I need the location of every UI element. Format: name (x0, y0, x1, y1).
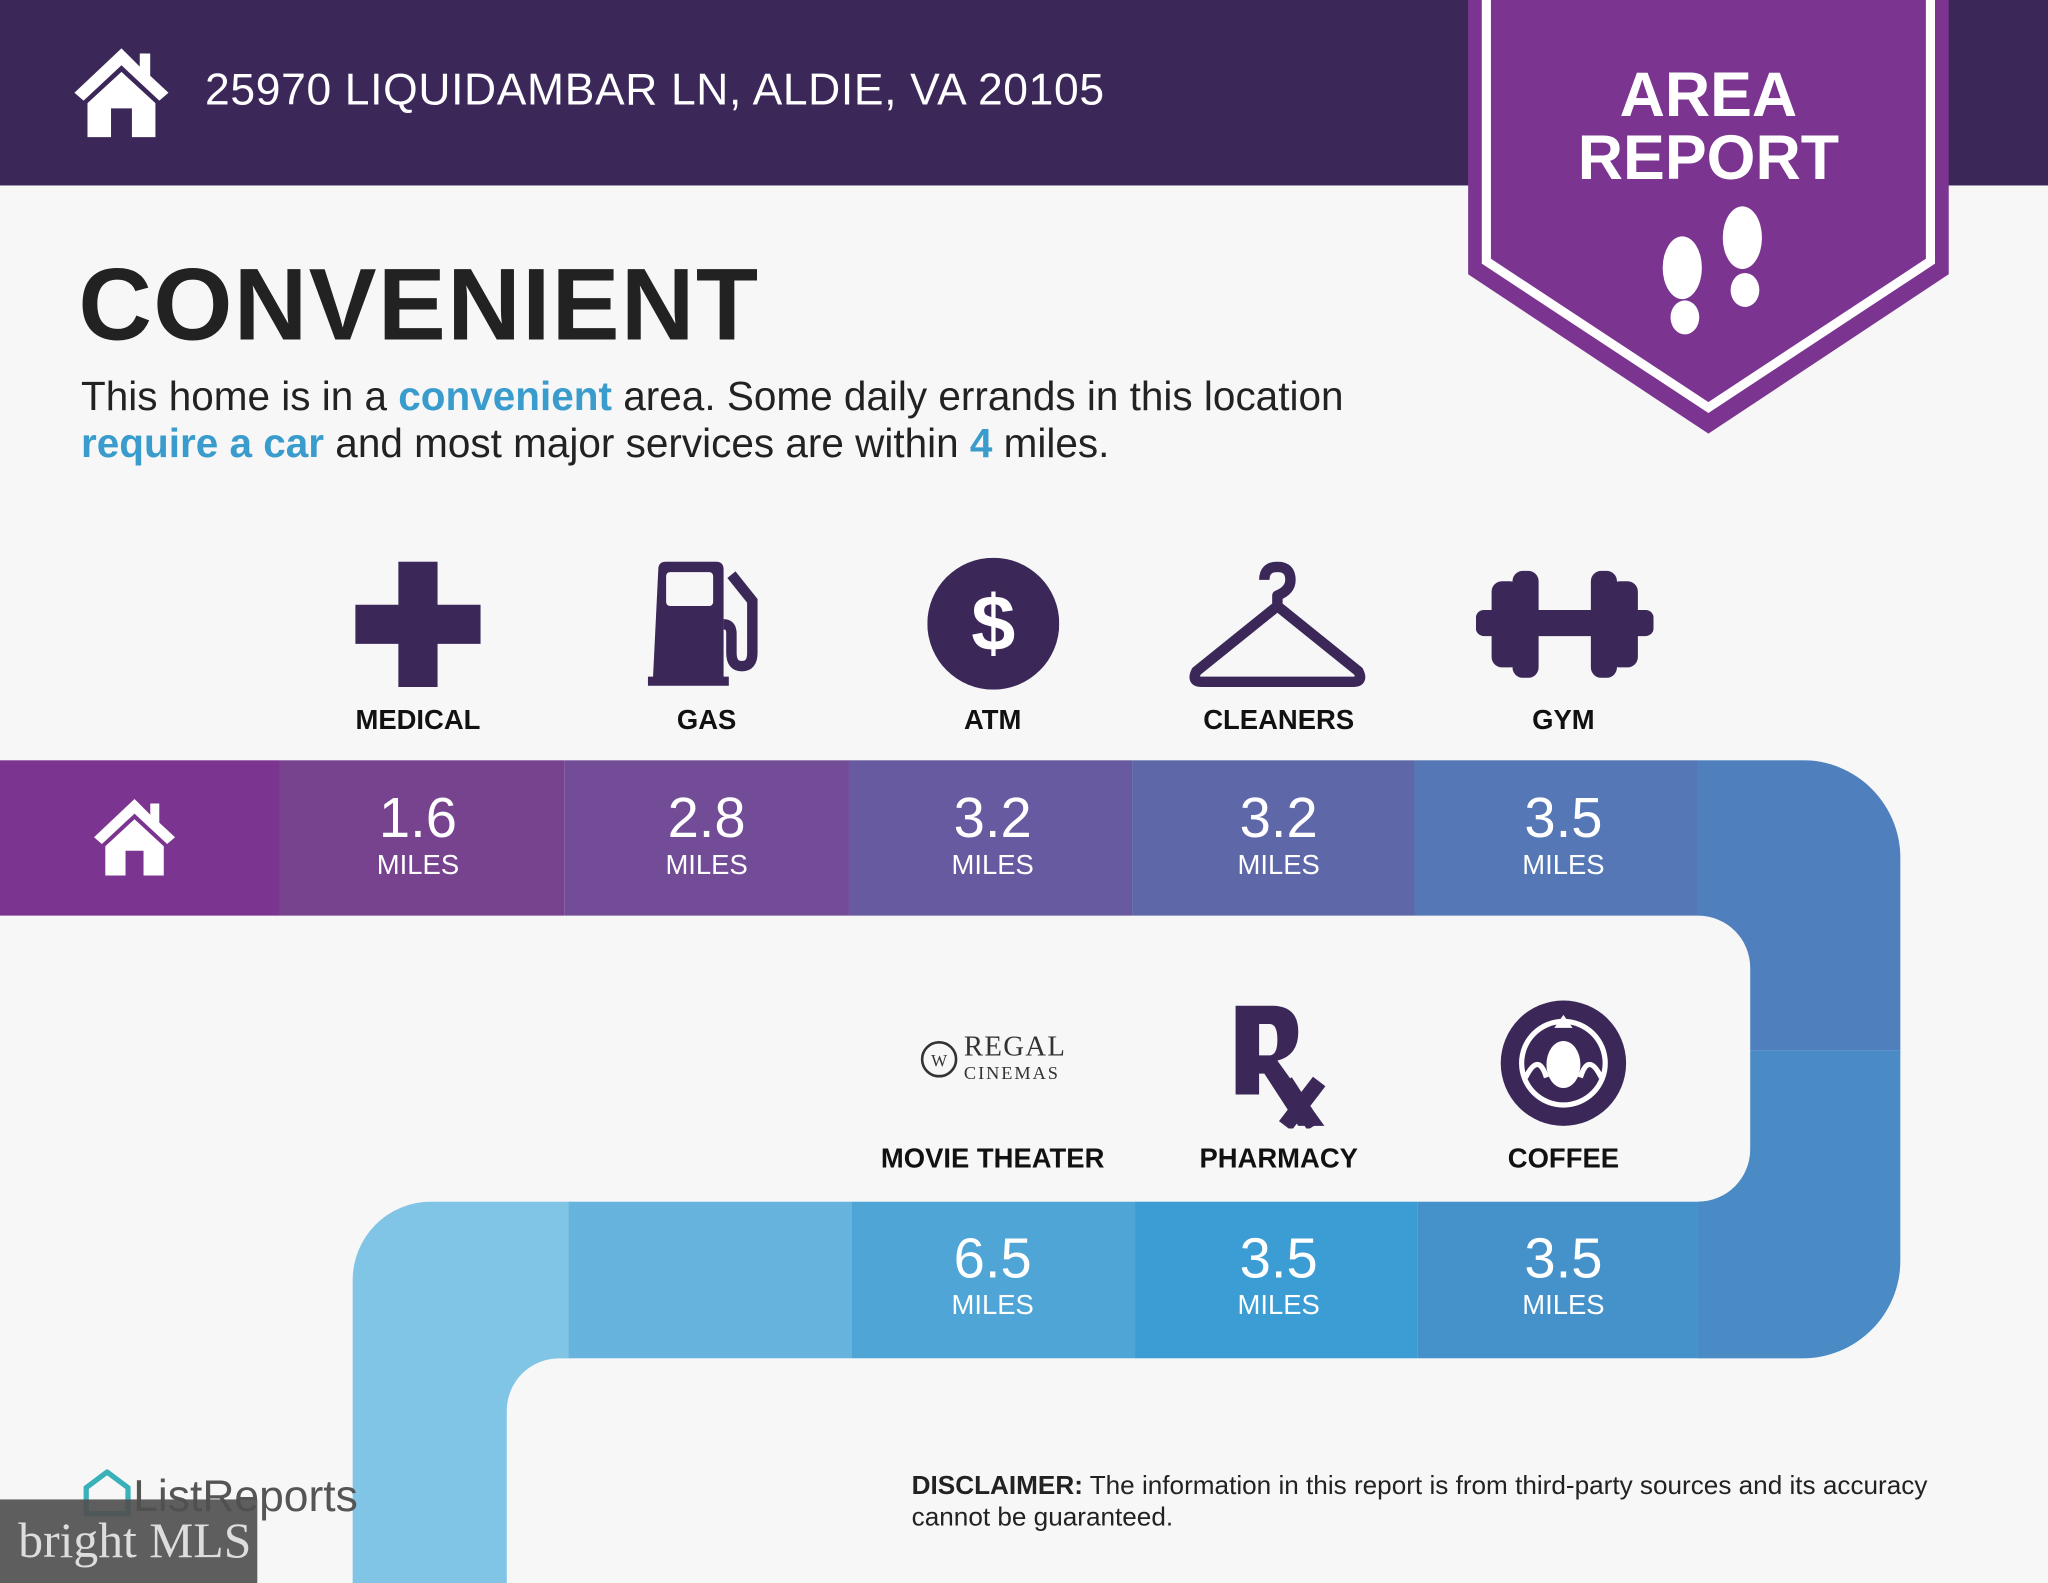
svg-text:W: W (931, 1051, 947, 1070)
distance-value: 3.5 (1239, 1227, 1318, 1291)
desc-highlight: 4 (969, 420, 993, 467)
segment-blank (568, 1201, 852, 1359)
page-title: CONVENIENT (78, 246, 760, 362)
distance-value: 3.2 (953, 787, 1032, 851)
starbucks-logo (1500, 1000, 1627, 1126)
regal-cinemas-logo: W REGAL CINEMAS (914, 1031, 1077, 1084)
desc-highlight: require a car (80, 420, 325, 467)
ribbon-line-1: AREA (1619, 61, 1798, 131)
distance-unit: MILES (1522, 850, 1605, 881)
area-report-ribbon (1468, 0, 1949, 434)
disclaimer-label: DISCLAIMER: (911, 1471, 1083, 1501)
distance-value: 3.2 (1239, 787, 1318, 851)
distance-pharmacy: 3.5 MILES (1138, 1229, 1420, 1323)
distance-value: 1.6 (378, 787, 457, 851)
segment-movie (851, 1201, 1136, 1359)
desc-text: miles. (992, 420, 1110, 467)
distance-value: 3.5 (1524, 787, 1603, 851)
house-icon (74, 48, 169, 138)
desc-highlight: convenient (398, 373, 613, 420)
segment-cleaners (1132, 760, 1415, 917)
segment-coffee (1417, 1201, 1698, 1359)
watermark-text: bright MLS (18, 1513, 252, 1569)
distance-unit: MILES (951, 850, 1034, 881)
distance-unit: MILES (1522, 1290, 1605, 1321)
distance-value: 3.5 (1524, 1227, 1603, 1291)
disclaimer: DISCLAIMER: The information in this repo… (912, 1471, 1983, 1534)
service-label-gas: GAS (676, 705, 737, 736)
distance-movie-theater: 6.5 MILES (852, 1229, 1134, 1323)
ribbon-line-2: REPORT (1577, 124, 1840, 194)
segment-gas (564, 760, 849, 917)
service-label-atm: ATM (963, 705, 1022, 736)
distance-atm: 3.2 MILES (852, 789, 1134, 883)
dollar-icon: $ (927, 557, 1060, 690)
segment-turn-bottom (1697, 1050, 1901, 1364)
svg-text:$: $ (971, 578, 1015, 667)
service-label-cleaners: CLEANERS (1203, 705, 1355, 736)
distance-gas: 2.8 MILES (566, 789, 848, 883)
service-label-medical: MEDICAL (355, 705, 481, 736)
distance-gym: 3.5 MILES (1422, 789, 1704, 883)
segment-tail (339, 1201, 569, 1583)
service-label-movie-theater: MOVIE THEATER (880, 1144, 1105, 1175)
distance-unit: MILES (1237, 1290, 1320, 1321)
dumbbell-icon (1475, 570, 1654, 678)
disclaimer-text: The information in this report is from t… (911, 1471, 1928, 1533)
segment-pharmacy (1135, 1201, 1418, 1359)
hanger-icon (1189, 561, 1366, 688)
address: 25970 LIQUIDAMBAR LN, ALDIE, VA 20105 (205, 65, 1105, 115)
description: This home is in a convenient area. Some … (81, 374, 1439, 468)
distance-unit: MILES (376, 850, 460, 881)
medical-cross-icon (355, 561, 481, 688)
distance-value: 2.8 (667, 787, 746, 851)
desc-text: This home is in a (80, 373, 399, 420)
desc-text: and most major services are within (324, 420, 970, 467)
distance-unit: MILES (1237, 850, 1320, 881)
footprints-icon (1662, 206, 1762, 335)
distance-unit: MILES (665, 850, 748, 881)
distance-coffee: 3.5 MILES (1422, 1229, 1704, 1323)
home-icon (94, 798, 176, 876)
distance-cleaners: 3.2 MILES (1138, 789, 1420, 883)
bright-mls-watermark: bright MLS (0, 1499, 258, 1583)
distance-unit: MILES (951, 1290, 1034, 1321)
segment-atm (848, 760, 1133, 917)
desc-text: area. Some daily errands in this locatio… (612, 373, 1344, 420)
segment-turn-top (1697, 760, 1901, 1051)
segment-medical (279, 760, 565, 917)
gas-pump-icon (647, 561, 758, 686)
segment-gym (1414, 760, 1698, 917)
service-label-gym: GYM (1532, 705, 1595, 736)
rx-icon (1235, 1005, 1326, 1129)
service-label-coffee: COFFEE (1507, 1144, 1620, 1175)
distance-value: 6.5 (953, 1227, 1032, 1291)
distance-medical: 1.6 MILES (277, 789, 559, 883)
service-label-pharmacy: PHARMACY (1199, 1144, 1358, 1175)
